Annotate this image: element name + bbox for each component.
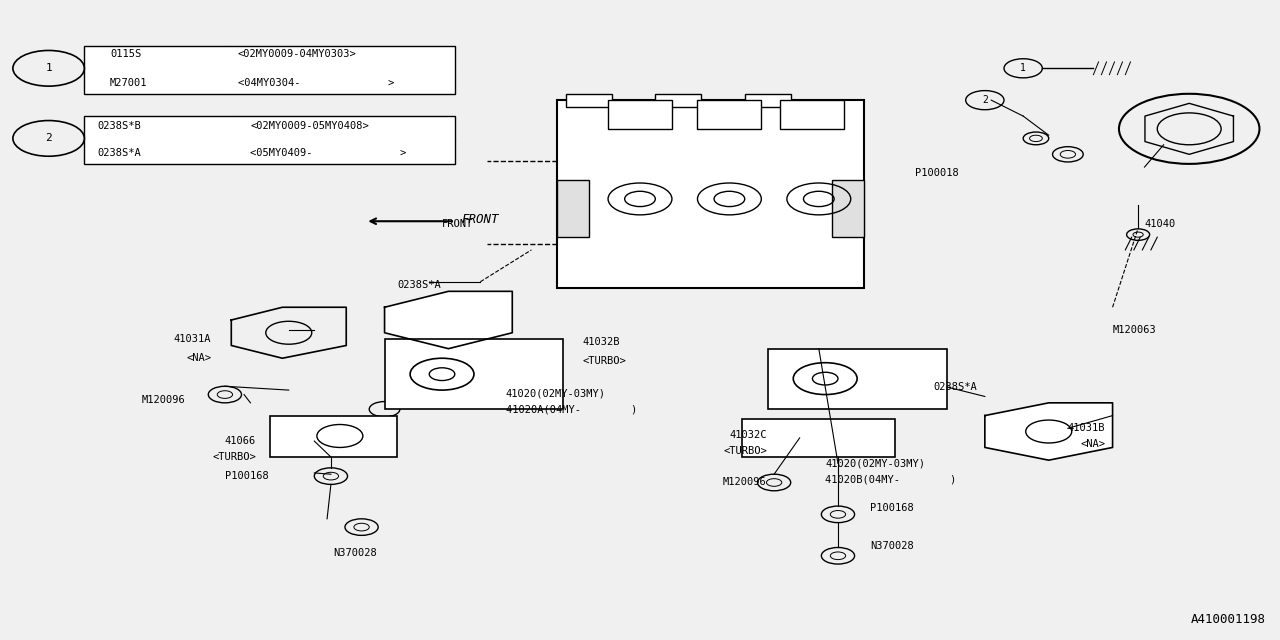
Text: <TURBO>: <TURBO>	[723, 445, 767, 456]
Polygon shape	[984, 403, 1112, 460]
Text: P100018: P100018	[915, 168, 959, 179]
Text: P100168: P100168	[225, 471, 269, 481]
Text: FRONT: FRONT	[461, 212, 499, 225]
Text: P100168: P100168	[870, 503, 914, 513]
Polygon shape	[384, 291, 512, 349]
Text: 41020B(04MY-        ): 41020B(04MY- )	[826, 474, 956, 484]
FancyBboxPatch shape	[698, 100, 762, 129]
Text: <04MY0304-              >: <04MY0304- >	[238, 77, 394, 88]
Text: <TURBO>: <TURBO>	[582, 356, 626, 367]
FancyBboxPatch shape	[84, 46, 454, 94]
FancyBboxPatch shape	[608, 100, 672, 129]
Text: N370028: N370028	[334, 548, 378, 557]
Text: 41032B: 41032B	[582, 337, 620, 348]
Text: <NA>: <NA>	[1080, 439, 1106, 449]
FancyBboxPatch shape	[781, 100, 845, 129]
Text: <05MY0409-              >: <05MY0409- >	[251, 148, 407, 158]
FancyBboxPatch shape	[557, 100, 864, 288]
Text: <02MY0009-04MY0303>: <02MY0009-04MY0303>	[238, 49, 356, 60]
FancyBboxPatch shape	[566, 94, 612, 106]
Text: 41031B: 41031B	[1068, 423, 1106, 433]
Text: M120096: M120096	[142, 395, 186, 404]
FancyBboxPatch shape	[655, 94, 701, 106]
FancyBboxPatch shape	[768, 349, 946, 409]
FancyBboxPatch shape	[745, 94, 791, 106]
Text: 41031A: 41031A	[174, 334, 211, 344]
Text: M120096: M120096	[723, 477, 767, 488]
FancyBboxPatch shape	[384, 339, 563, 409]
Text: 1: 1	[45, 63, 52, 74]
Text: 0238S*A: 0238S*A	[97, 148, 141, 158]
FancyBboxPatch shape	[742, 419, 896, 457]
Text: 0238S*B: 0238S*B	[97, 121, 141, 131]
Text: 0238S*A: 0238S*A	[397, 280, 442, 290]
Text: M27001: M27001	[110, 77, 147, 88]
Text: N370028: N370028	[870, 541, 914, 551]
Text: M120063: M120063	[1112, 324, 1156, 335]
FancyBboxPatch shape	[270, 415, 397, 457]
Text: FRONT: FRONT	[442, 220, 474, 229]
FancyBboxPatch shape	[557, 180, 589, 237]
FancyBboxPatch shape	[832, 180, 864, 237]
Text: <NA>: <NA>	[187, 353, 211, 364]
Text: 41020(02MY-03MY): 41020(02MY-03MY)	[826, 458, 925, 468]
Text: 41040: 41040	[1144, 220, 1176, 229]
Text: 41032C: 41032C	[730, 429, 767, 440]
Text: 1: 1	[1020, 63, 1027, 74]
Text: 0115S: 0115S	[110, 49, 141, 60]
Text: 0238S*A: 0238S*A	[934, 382, 978, 392]
Text: <02MY0009-05MY0408>: <02MY0009-05MY0408>	[251, 121, 369, 131]
Text: A410001198: A410001198	[1190, 613, 1266, 626]
Text: 41066: 41066	[225, 436, 256, 446]
FancyBboxPatch shape	[84, 116, 454, 164]
Text: <TURBO>: <TURBO>	[212, 452, 256, 462]
Text: 41020(02MY-03MY): 41020(02MY-03MY)	[506, 388, 605, 398]
Text: 41020A(04MY-        ): 41020A(04MY- )	[506, 404, 637, 414]
Text: 2: 2	[982, 95, 988, 105]
Text: 2: 2	[45, 133, 52, 143]
